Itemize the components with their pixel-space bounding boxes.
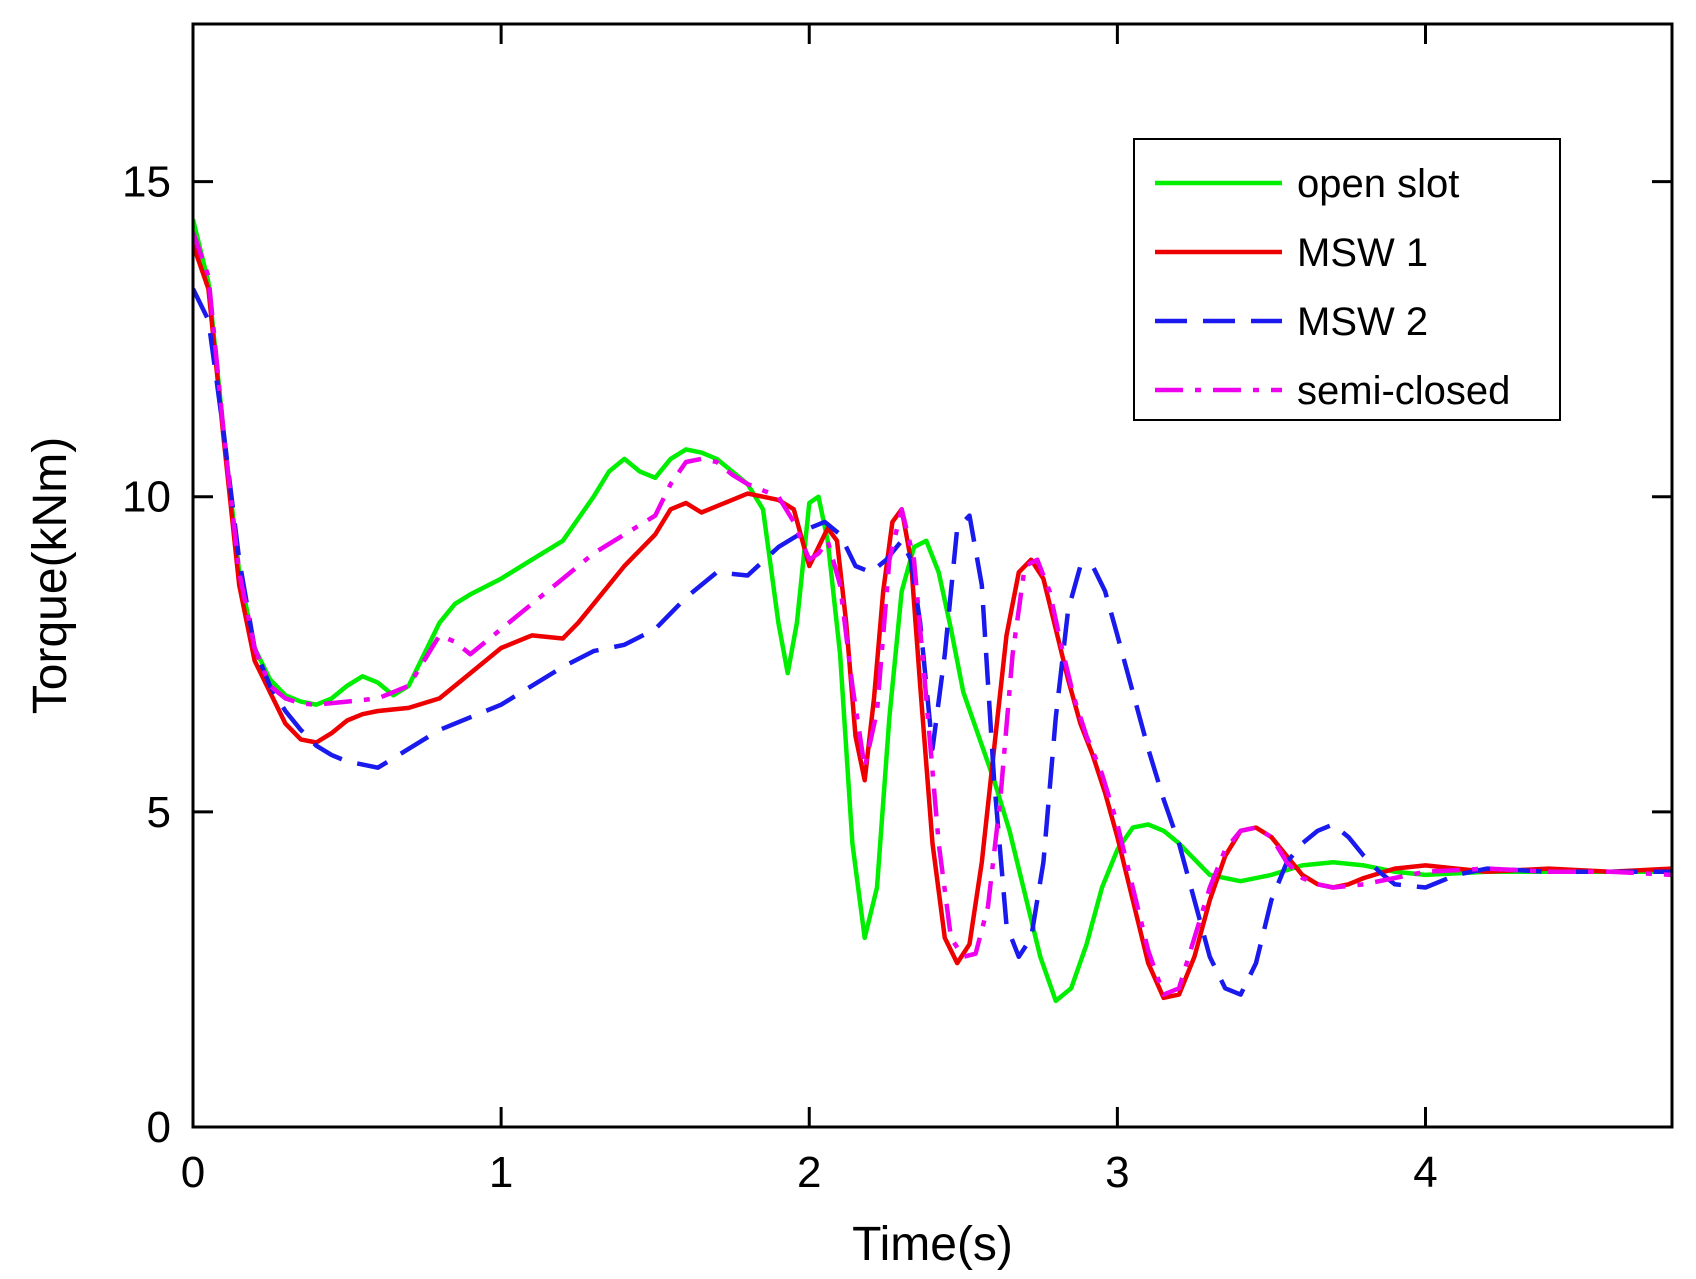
x-tick-label: 3 xyxy=(1105,1148,1129,1197)
series-layer xyxy=(193,218,1672,1004)
y-tick-label: 5 xyxy=(147,788,171,837)
x-tick-label: 2 xyxy=(797,1148,821,1197)
plot-frame xyxy=(191,22,1674,1129)
legend-box xyxy=(1133,138,1561,421)
legend-label: MSW 1 xyxy=(1297,231,1428,275)
x-axis-title: Time(s) xyxy=(852,1218,1013,1271)
x-tick-label: 0 xyxy=(181,1148,205,1197)
legend-label: semi-closed xyxy=(1297,369,1510,413)
y-tick-label: 0 xyxy=(147,1103,171,1152)
legend-label: open slot xyxy=(1297,162,1459,206)
ticks-layer: 0 1 2 3 4 0 5 10 15 xyxy=(122,24,1672,1197)
series-line-open-slot xyxy=(193,218,1672,1004)
y-tick-label: 10 xyxy=(122,473,171,522)
y-axis-title: Torque(kNm) xyxy=(24,437,77,714)
x-tick-label: 4 xyxy=(1413,1148,1437,1197)
legend: open slot MSW 1 MSW 2 semi-closed xyxy=(1133,138,1561,421)
series-line-msw-1 xyxy=(193,243,1672,1001)
y-tick-label: 15 xyxy=(122,158,171,207)
x-tick-label: 1 xyxy=(489,1148,513,1197)
legend-label: MSW 2 xyxy=(1297,300,1428,344)
series-line-semi-closed xyxy=(193,231,1672,997)
series-line-msw-2 xyxy=(193,287,1672,997)
